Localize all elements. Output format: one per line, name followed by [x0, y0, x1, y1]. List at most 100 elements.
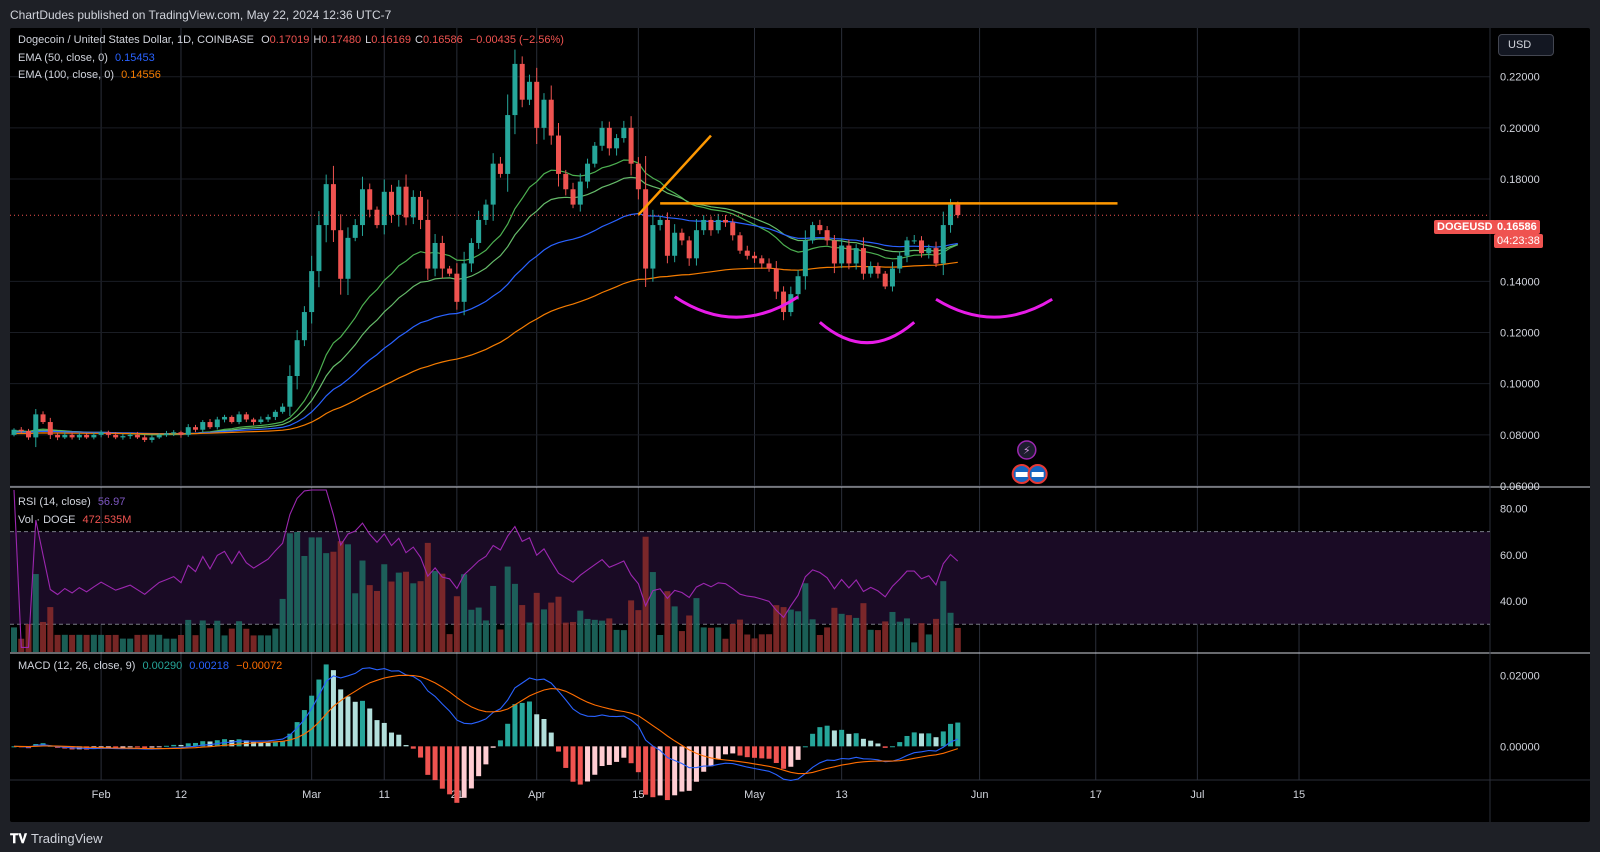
x-tick-label: 15 — [632, 789, 644, 801]
volume-bar — [315, 537, 322, 652]
symbol-title[interactable]: Dogecoin / United States Dollar, 1D, COI… — [18, 34, 254, 46]
candle-body — [33, 414, 39, 438]
candle-body — [570, 189, 576, 205]
candle-body — [84, 434, 90, 438]
volume-bar — [606, 618, 613, 652]
candle-body — [323, 184, 329, 226]
candle-body — [614, 138, 620, 149]
macd-histogram-bar — [316, 679, 322, 747]
macd-histogram-bar — [585, 746, 591, 782]
rsi-legend[interactable]: RSI (14, close) 56.97 — [18, 496, 125, 508]
candle-body — [69, 434, 75, 438]
volume-bar — [98, 634, 105, 652]
volume-bar — [628, 600, 635, 652]
volume-bar — [722, 638, 729, 652]
candle-body — [113, 434, 119, 438]
candle-body — [889, 268, 895, 287]
macd-histogram-bar — [330, 670, 336, 747]
volume-bar — [344, 544, 351, 652]
volume-bar — [809, 619, 816, 652]
volume-bar — [737, 619, 743, 652]
macd-histogram-bar — [476, 746, 482, 777]
candle-body — [621, 127, 627, 139]
macd-histogram-bar — [338, 689, 344, 747]
macd-histogram-bar — [142, 746, 148, 748]
candle-body — [526, 81, 532, 100]
volume-bar — [773, 605, 780, 652]
macd-histogram-bar — [650, 746, 656, 798]
macd-histogram-bar — [824, 725, 830, 747]
macd-histogram-bar — [497, 740, 503, 747]
lightning-glyph: ⚡ — [1023, 445, 1031, 457]
candle-body — [26, 431, 32, 438]
macd-tick-label: 0.00000 — [1500, 741, 1540, 753]
macd-histogram-bar — [258, 742, 264, 747]
candle-body — [505, 115, 511, 174]
chart-frame[interactable]: Feb12Mar1121Apr15May13Jun17Jul150.220000… — [10, 28, 1590, 822]
volume-bar — [432, 571, 439, 652]
macd-histogram-bar — [526, 701, 532, 747]
candle-body — [381, 191, 387, 226]
volume-bar — [47, 607, 54, 652]
candle-body — [330, 184, 336, 231]
candle-body — [563, 173, 569, 190]
volume-bar — [265, 635, 272, 652]
candle-body — [933, 248, 939, 264]
volume-bar — [599, 620, 606, 652]
candle-body — [447, 268, 453, 274]
candle-body — [679, 232, 685, 241]
macd-histogram-bar — [272, 742, 278, 747]
macd-histogram-bar — [657, 746, 663, 796]
volume-bar — [446, 634, 453, 652]
macd-histogram-bar — [178, 744, 184, 747]
macd-histogram-bar — [635, 746, 641, 773]
volume-bar — [874, 630, 881, 652]
rsi-value: 56.97 — [97, 496, 126, 508]
candle-body — [556, 135, 561, 174]
volume-legend[interactable]: Vol · DOGE 472.535M — [18, 514, 131, 526]
macd-histogram-bar — [193, 742, 198, 747]
macd-histogram-bar — [831, 730, 837, 747]
currency-button[interactable]: USD — [1498, 34, 1554, 56]
candle-body — [708, 219, 714, 231]
volume-bar — [831, 607, 838, 652]
volume-bar — [286, 533, 293, 652]
volume-bar — [221, 635, 228, 652]
macd-histogram-bar — [105, 746, 111, 748]
volume-bar — [620, 630, 627, 652]
volume-bar — [729, 623, 736, 652]
volume-bar — [933, 618, 940, 652]
candle-body — [18, 429, 24, 431]
macd-histogram-bar — [737, 746, 743, 756]
candle-body — [795, 276, 801, 295]
candle-body — [236, 414, 242, 423]
volume-bar — [707, 627, 714, 652]
volume-bar — [947, 612, 954, 652]
macd-legend[interactable]: MACD (12, 26, close, 9) 0.00290 0.00218 … — [18, 660, 282, 672]
volume-bar — [584, 618, 591, 652]
candle-body — [512, 63, 518, 116]
candle-body — [664, 219, 670, 256]
candle-body — [606, 127, 612, 149]
candle-body — [142, 437, 148, 440]
x-tick-label: Jun — [971, 789, 989, 801]
candle-body — [897, 255, 903, 269]
macd-histogram-bar — [955, 722, 961, 747]
volume-bar — [664, 591, 671, 652]
lightning-event-icon — [1017, 440, 1037, 460]
ema100-legend[interactable]: EMA (100, close, 0) 0.14556 — [18, 69, 161, 81]
volume-bar — [127, 638, 134, 652]
volume-bar — [758, 634, 765, 652]
macd-histogram-bar — [722, 746, 728, 755]
chart-canvas[interactable]: Feb12Mar1121Apr15May13Jun17Jul150.220000… — [10, 28, 1590, 822]
macd-histogram-bar — [280, 740, 286, 747]
macd-histogram-bar — [534, 714, 540, 747]
tradingview-logo[interactable]: 𝐓𝐕 TradingView — [10, 831, 103, 847]
ema50-legend[interactable]: EMA (50, close, 0) 0.15453 — [18, 52, 155, 64]
rsi-line — [13, 489, 959, 648]
volume-bar — [170, 638, 177, 652]
volume-bar — [410, 583, 417, 652]
candle-body — [396, 186, 402, 215]
ohlc-value-o: 0.17019 — [269, 34, 310, 46]
candle-body — [839, 245, 845, 264]
